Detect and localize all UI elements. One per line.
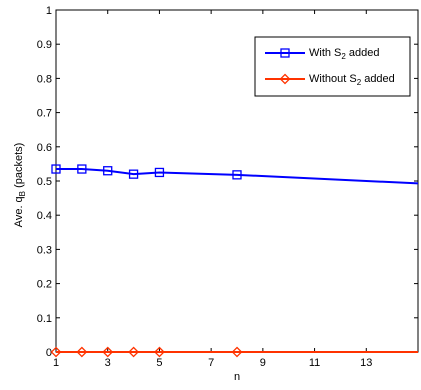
x-tick-label: 9 [260,357,266,369]
legend-item-with-s2: With S2 added [265,47,380,61]
legend-box [254,36,411,97]
legend-item-without-s2: Without S2 added [265,73,395,87]
data-point-square [77,164,87,174]
x-tick-label: 1 [53,357,59,369]
legend-label-main: Without S [309,73,357,85]
legend-label-suffix: added [346,47,380,59]
x-tick-label: 7 [208,357,214,369]
legend-swatch-diamond-marker [279,73,291,85]
series-with-s2 [51,164,419,185]
data-point-diamond [76,346,88,358]
x-tick-label: 5 [156,357,162,369]
y-tick-label: 0.4 [37,210,52,222]
y-axis-label-sub: B [18,191,27,196]
y-tick-label: 0.9 [37,39,52,51]
legend-label-sub: 2 [341,52,346,61]
legend-label: With S2 added [309,47,380,61]
legend: With S2 added Without S2 added [254,36,411,97]
y-tick-label: 0.6 [37,142,52,154]
legend-label: Without S2 added [309,73,395,87]
data-point-diamond [128,346,139,358]
data-point-square [154,167,165,178]
y-tick-label: 0.5 [37,176,52,188]
x-tick-label: 13 [360,357,372,369]
data-point-diamond [102,346,114,358]
y-axis-label-suffix: (packets) [13,143,25,191]
y-axis-ticks: 0 0.1 0.2 0.3 0.4 0.5 0.6 0.7 0.8 0.9 1 [37,5,418,359]
data-point-square [51,164,61,174]
data-point-diamond [50,346,62,358]
legend-label-sub: 2 [357,78,362,87]
y-tick-label: 1 [46,5,52,17]
data-point-diamond [231,346,243,358]
y-tick-label: 0 [46,347,52,359]
data-point-square [232,170,242,180]
legend-label-main: With S [309,47,341,59]
y-tick-label: 0.3 [37,244,52,256]
legend-label-suffix: added [361,73,395,85]
y-tick-label: 0.8 [37,73,52,85]
y-axis-label: Ave. qB (packets) [13,143,27,228]
series-line [56,168,419,185]
y-axis-label-main: Ave. q [13,196,25,227]
legend-swatch-square-marker [280,48,290,58]
y-tick-label: 0.7 [37,108,52,120]
x-tick-label: 3 [105,357,111,369]
y-tick-label: 0.2 [37,279,52,291]
x-tick-label: 11 [309,357,320,369]
series-group [50,164,419,358]
data-point-square [128,169,139,179]
x-axis-label: n [234,371,240,383]
data-point-square [103,166,113,176]
data-point-diamond [154,346,165,358]
series-without-s2 [50,346,418,358]
y-tick-label: 0.1 [37,313,52,325]
